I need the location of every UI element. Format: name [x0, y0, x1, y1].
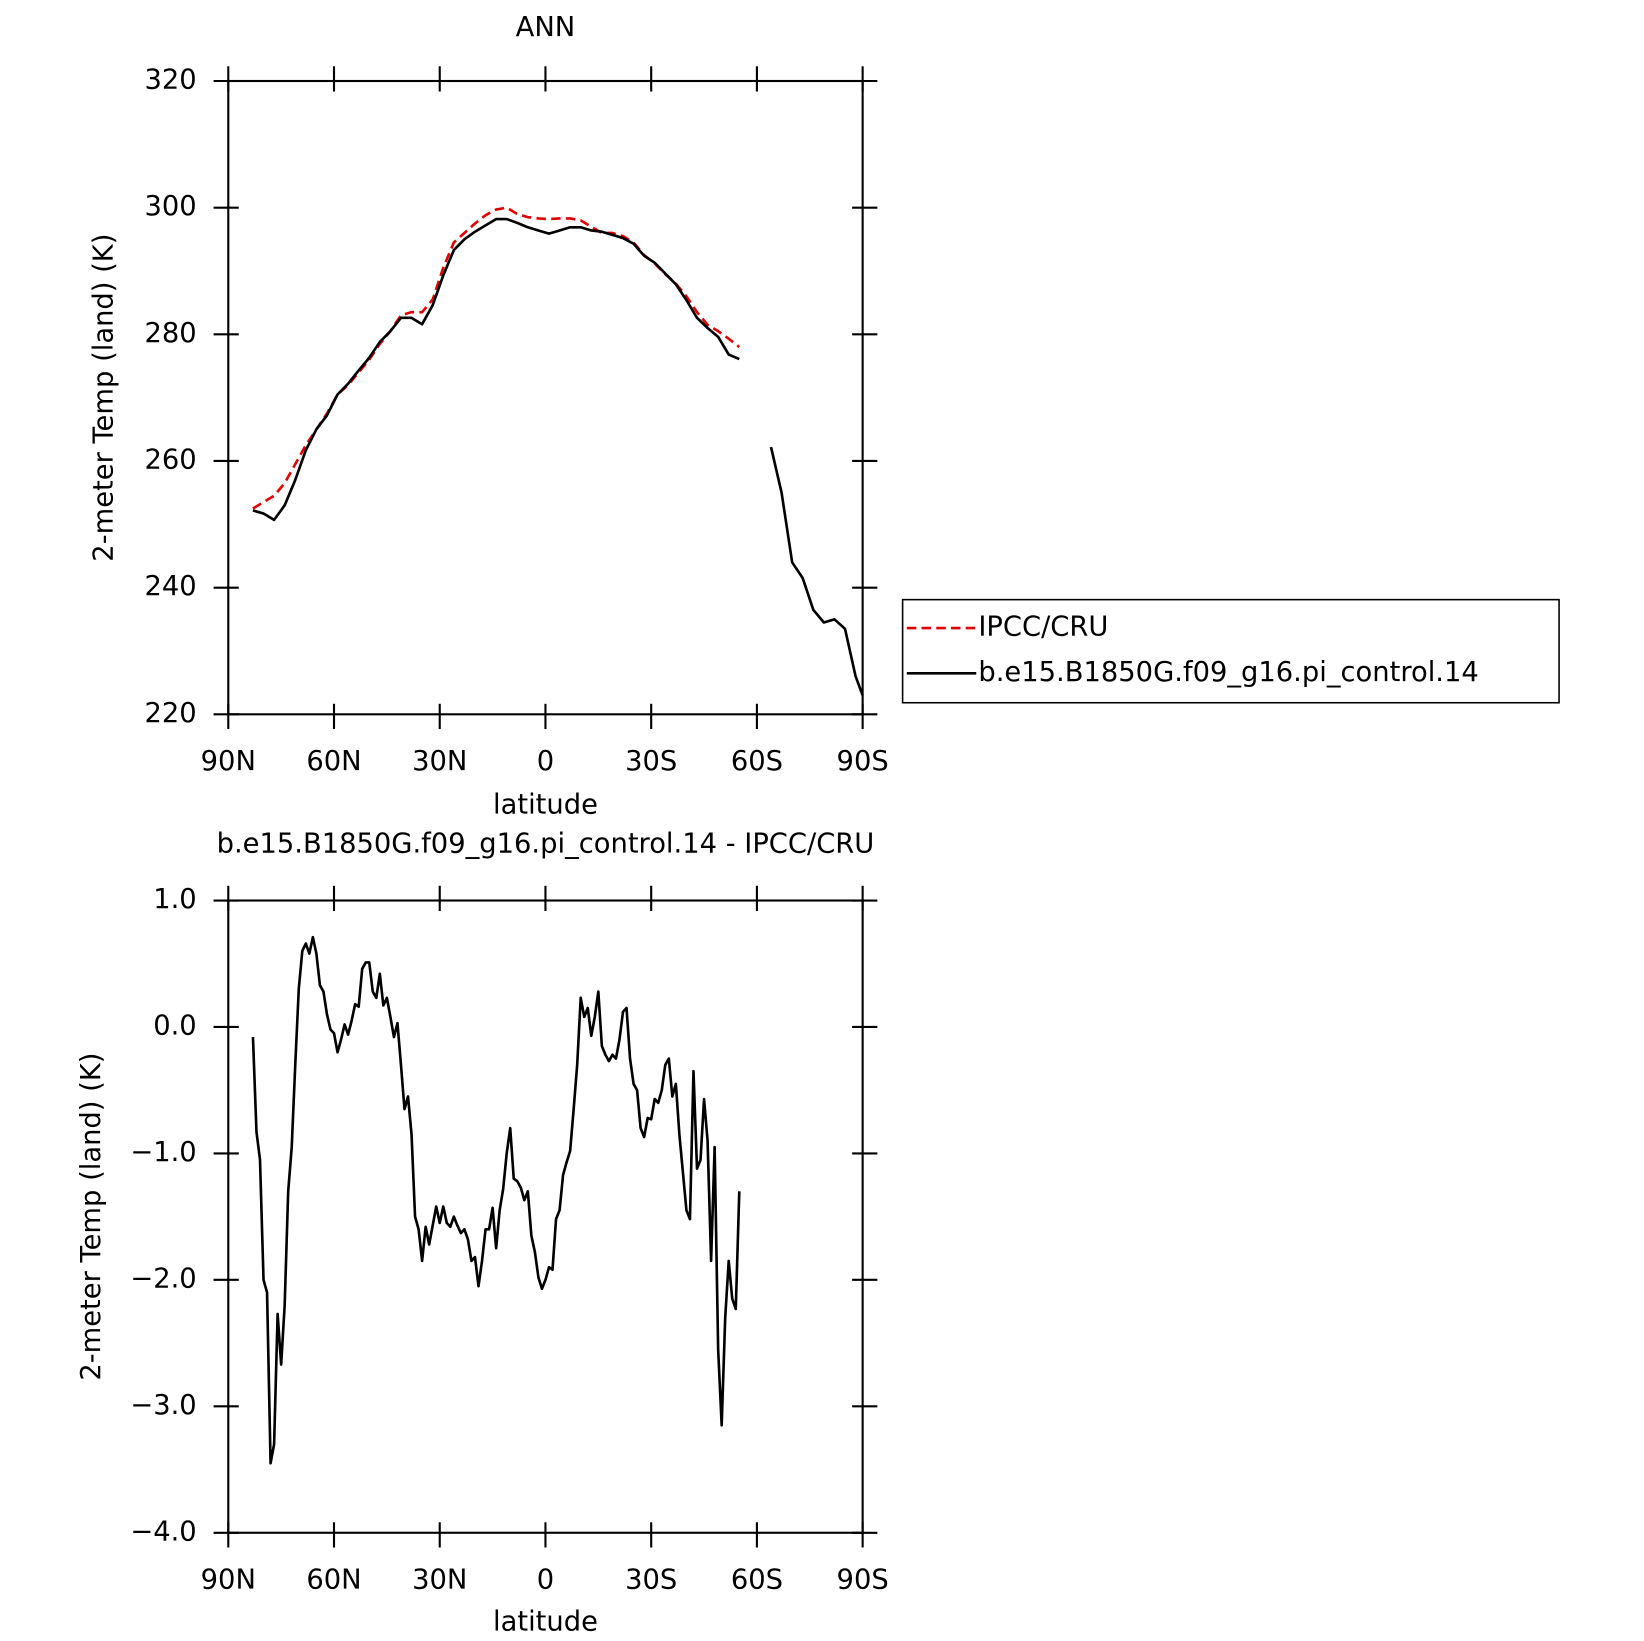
y-tick-label: 280 — [145, 318, 197, 349]
y-tick-label: −2.0 — [130, 1263, 196, 1294]
x-tick-label: 60S — [731, 746, 783, 777]
plot-frame — [227, 79, 864, 716]
chart-title: ANN — [516, 12, 576, 43]
y-tick-label: −4.0 — [130, 1516, 196, 1547]
series-line — [252, 206, 741, 510]
figure-content: ANN latitude 2-meter Temp (land) (K) 220 240… — [76, 12, 1560, 1638]
x-axis-label: latitude — [493, 1607, 598, 1638]
y-tick-label: 0.0 — [153, 1010, 197, 1041]
chart-title: b.e15.B1850G.f09_g16.pi_control.14 - IPC… — [217, 828, 875, 859]
difference-line — [251, 935, 741, 1465]
y-tick-label: 1.0 — [153, 884, 197, 915]
x-tick-label: 30S — [625, 746, 677, 777]
y-axis-label: 2-meter Temp (land) (K) — [89, 234, 120, 562]
x-tick-label: 90N — [201, 1565, 256, 1596]
x-axis-label: latitude — [493, 789, 598, 820]
x-tick-label: 60N — [306, 1565, 361, 1596]
x-tick-label: 90N — [201, 746, 256, 777]
x-tick-label: 30S — [625, 1565, 677, 1596]
x-tick-label: 60S — [731, 1565, 783, 1596]
y-tick-label: −3.0 — [130, 1390, 196, 1421]
y-tick-label: 320 — [145, 65, 197, 96]
y-tick-label: 220 — [145, 698, 197, 729]
x-tick-label: 60N — [306, 746, 361, 777]
y-tick-label: −1.0 — [130, 1137, 196, 1168]
y-tick-label: 240 — [145, 571, 197, 602]
y-axis-label: 2-meter Temp (land) (K) — [76, 1053, 107, 1381]
series-line — [252, 217, 864, 696]
x-tick-label: 0 — [537, 1565, 554, 1596]
x-tick-label: 30N — [412, 1565, 467, 1596]
x-tick-label: 30N — [412, 746, 467, 777]
legend-label: IPCC/CRU — [978, 612, 1108, 643]
x-tick-label: 90S — [837, 1565, 889, 1596]
x-tick-label: 90S — [837, 746, 889, 777]
y-tick-label: 300 — [145, 191, 197, 222]
legend-box — [901, 598, 1560, 704]
y-tick-label: 260 — [145, 444, 197, 475]
legend-label: b.e15.B1850G.f09_g16.pi_control.14 — [978, 657, 1478, 688]
x-tick-label: 0 — [537, 746, 554, 777]
